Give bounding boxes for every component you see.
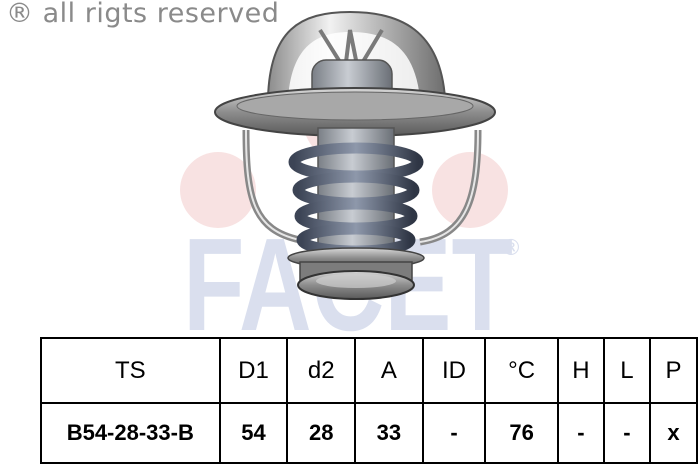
copyright-text: all rigts reserved <box>42 0 280 29</box>
copyright-notice: ® all rigts reserved <box>6 0 279 29</box>
header-p: P <box>648 337 698 404</box>
value-d1: 54 <box>218 402 289 464</box>
value-a: 33 <box>354 402 424 464</box>
value-temperature: 76 <box>484 402 559 464</box>
header-ts: TS <box>40 337 221 404</box>
header-id: ID <box>421 337 487 404</box>
value-ts: B54-28-33-B <box>40 402 221 464</box>
header-temperature: °C <box>484 337 559 404</box>
value-p: x <box>648 402 698 464</box>
header-d1: D1 <box>218 337 289 404</box>
specification-table: TS D1 d2 A ID °C H L P B54-28-33-B 54 28… <box>40 337 698 464</box>
table-header-row: TS D1 d2 A ID °C H L P <box>40 337 698 404</box>
header-h: H <box>556 337 605 404</box>
table-row: B54-28-33-B 54 28 33 - 76 - - x <box>40 402 698 464</box>
product-image: FACET ® <box>180 10 522 335</box>
watermark-registered: ® <box>500 236 522 261</box>
thermostat-icon <box>214 10 496 300</box>
value-id: - <box>421 402 487 464</box>
registered-symbol: ® <box>6 0 34 29</box>
header-l: L <box>602 337 651 404</box>
value-d2: 28 <box>286 402 357 464</box>
header-a: A <box>354 337 424 404</box>
watermark-dot-left <box>180 152 256 228</box>
value-h: - <box>556 402 605 464</box>
value-l: - <box>602 402 651 464</box>
header-d2: d2 <box>286 337 357 404</box>
